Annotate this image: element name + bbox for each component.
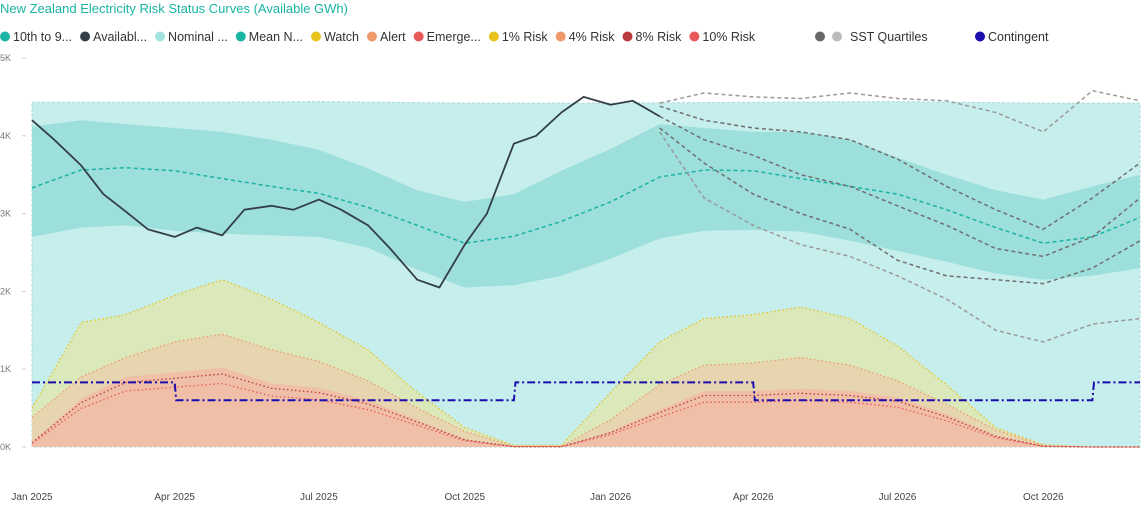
x-tick-apr-2026: Apr 2026 (733, 492, 774, 503)
legend-label: 10th to 9... (13, 30, 72, 44)
y-tick-1k: 1K (0, 364, 11, 374)
plot-area (31, 89, 1141, 448)
series-10pct-risk-line (31, 382, 1140, 448)
legend-label: 8% Risk (636, 30, 683, 44)
series-sst-quartile-2 (659, 105, 1141, 231)
y-tick-4k: 4K (0, 131, 11, 141)
legend-marker (975, 31, 985, 42)
series-10th-90th-band (32, 120, 1140, 288)
y-tick-3k: 3K (0, 209, 11, 219)
legend-label: Mean N... (249, 30, 303, 44)
series-4pct-risk-line (31, 333, 1140, 448)
series-contingent-line (32, 381, 1140, 402)
legend-item-emerge[interactable]: Emerge... (413, 30, 481, 44)
series-available-line (31, 96, 661, 289)
x-tick-oct-2025: Oct 2025 (444, 492, 485, 503)
legend-item-8-risk[interactable]: 8% Risk (622, 30, 683, 44)
legend-item-alert[interactable]: Alert (366, 30, 406, 44)
x-tick-jan-2026: Jan 2026 (590, 492, 632, 503)
legend-marker (815, 31, 825, 42)
legend-marker (310, 31, 321, 42)
legend-label: 10% Risk (702, 30, 756, 44)
legend-item-4-risk[interactable]: 4% Risk (555, 30, 616, 44)
series-emergency-area (32, 367, 1140, 447)
legend-item-10th-to-9[interactable]: 10th to 9... (0, 30, 72, 44)
series-sst-quartile-5 (659, 131, 1141, 343)
legend-item-sst-quartiles[interactable]: SST Quartiles (815, 30, 928, 44)
legend-marker (366, 31, 377, 42)
y-tick-2k: 2K (0, 286, 11, 296)
series-sst-quartile-1 (659, 89, 1141, 133)
legend-item-10-risk[interactable]: 10% Risk (689, 30, 756, 44)
legend-marker (689, 31, 700, 42)
legend-marker (80, 31, 91, 42)
legend-marker (235, 31, 246, 42)
legend-item-availabl[interactable]: Availabl... (80, 30, 147, 44)
legend-label: 1% Risk (502, 30, 549, 44)
series-1pct-risk-line (31, 279, 1140, 448)
legend-label: Availabl... (93, 30, 147, 44)
legend-item-mean-n[interactable]: Mean N... (235, 30, 303, 44)
legend-marker (413, 31, 424, 42)
y-axis: 0K 1K 2K 3K 4K 5K (0, 53, 26, 452)
legend-item-watch[interactable]: Watch (310, 30, 359, 44)
legend-label: 4% Risk (569, 30, 616, 44)
x-tick-jul-2025: Jul 2025 (300, 492, 338, 503)
legend-marker (622, 31, 633, 42)
x-tick-apr-2025: Apr 2025 (154, 492, 195, 503)
legend-marker (0, 31, 10, 42)
x-axis: Jan 2025 Apr 2025 Jul 2025 Oct 2025 Jan 2026… (11, 492, 1064, 503)
legend-label: Nominal ... (168, 30, 228, 44)
chart-legend[interactable]: 10th to 9... Availabl... Nominal ... Mean N… (0, 30, 1049, 44)
series-mean-nominal-line (31, 166, 1141, 244)
legend-item-nominal[interactable]: Nominal ... (155, 30, 228, 44)
legend-label: Emerge... (427, 30, 481, 44)
series-sst-quartile-3 (659, 115, 1141, 258)
x-tick-jan-2025: Jan 2025 (11, 492, 53, 503)
x-tick-oct-2026: Oct 2026 (1023, 492, 1064, 503)
legend-label: Watch (324, 30, 359, 44)
legend-label: Alert (380, 30, 406, 44)
y-tick-5k: 5K (0, 53, 11, 63)
legend-label: SST Quartiles (850, 30, 928, 44)
legend-item-1-risk[interactable]: 1% Risk (488, 30, 549, 44)
legend-marker (832, 31, 842, 42)
y-tick-0k: 0K (0, 442, 11, 452)
chart-title: New Zealand Electricity Risk Status Curv… (0, 1, 348, 16)
legend-label: Contingent (988, 30, 1049, 44)
x-tick-jul-2026: Jul 2026 (879, 492, 917, 503)
legend-item-contingent[interactable]: Contingent (975, 30, 1049, 44)
series-sst-quartile-4 (659, 127, 1141, 285)
legend-marker (488, 31, 499, 42)
legend-marker (155, 31, 166, 42)
legend-marker (555, 31, 566, 42)
series-8pct-risk-line (31, 373, 1140, 448)
